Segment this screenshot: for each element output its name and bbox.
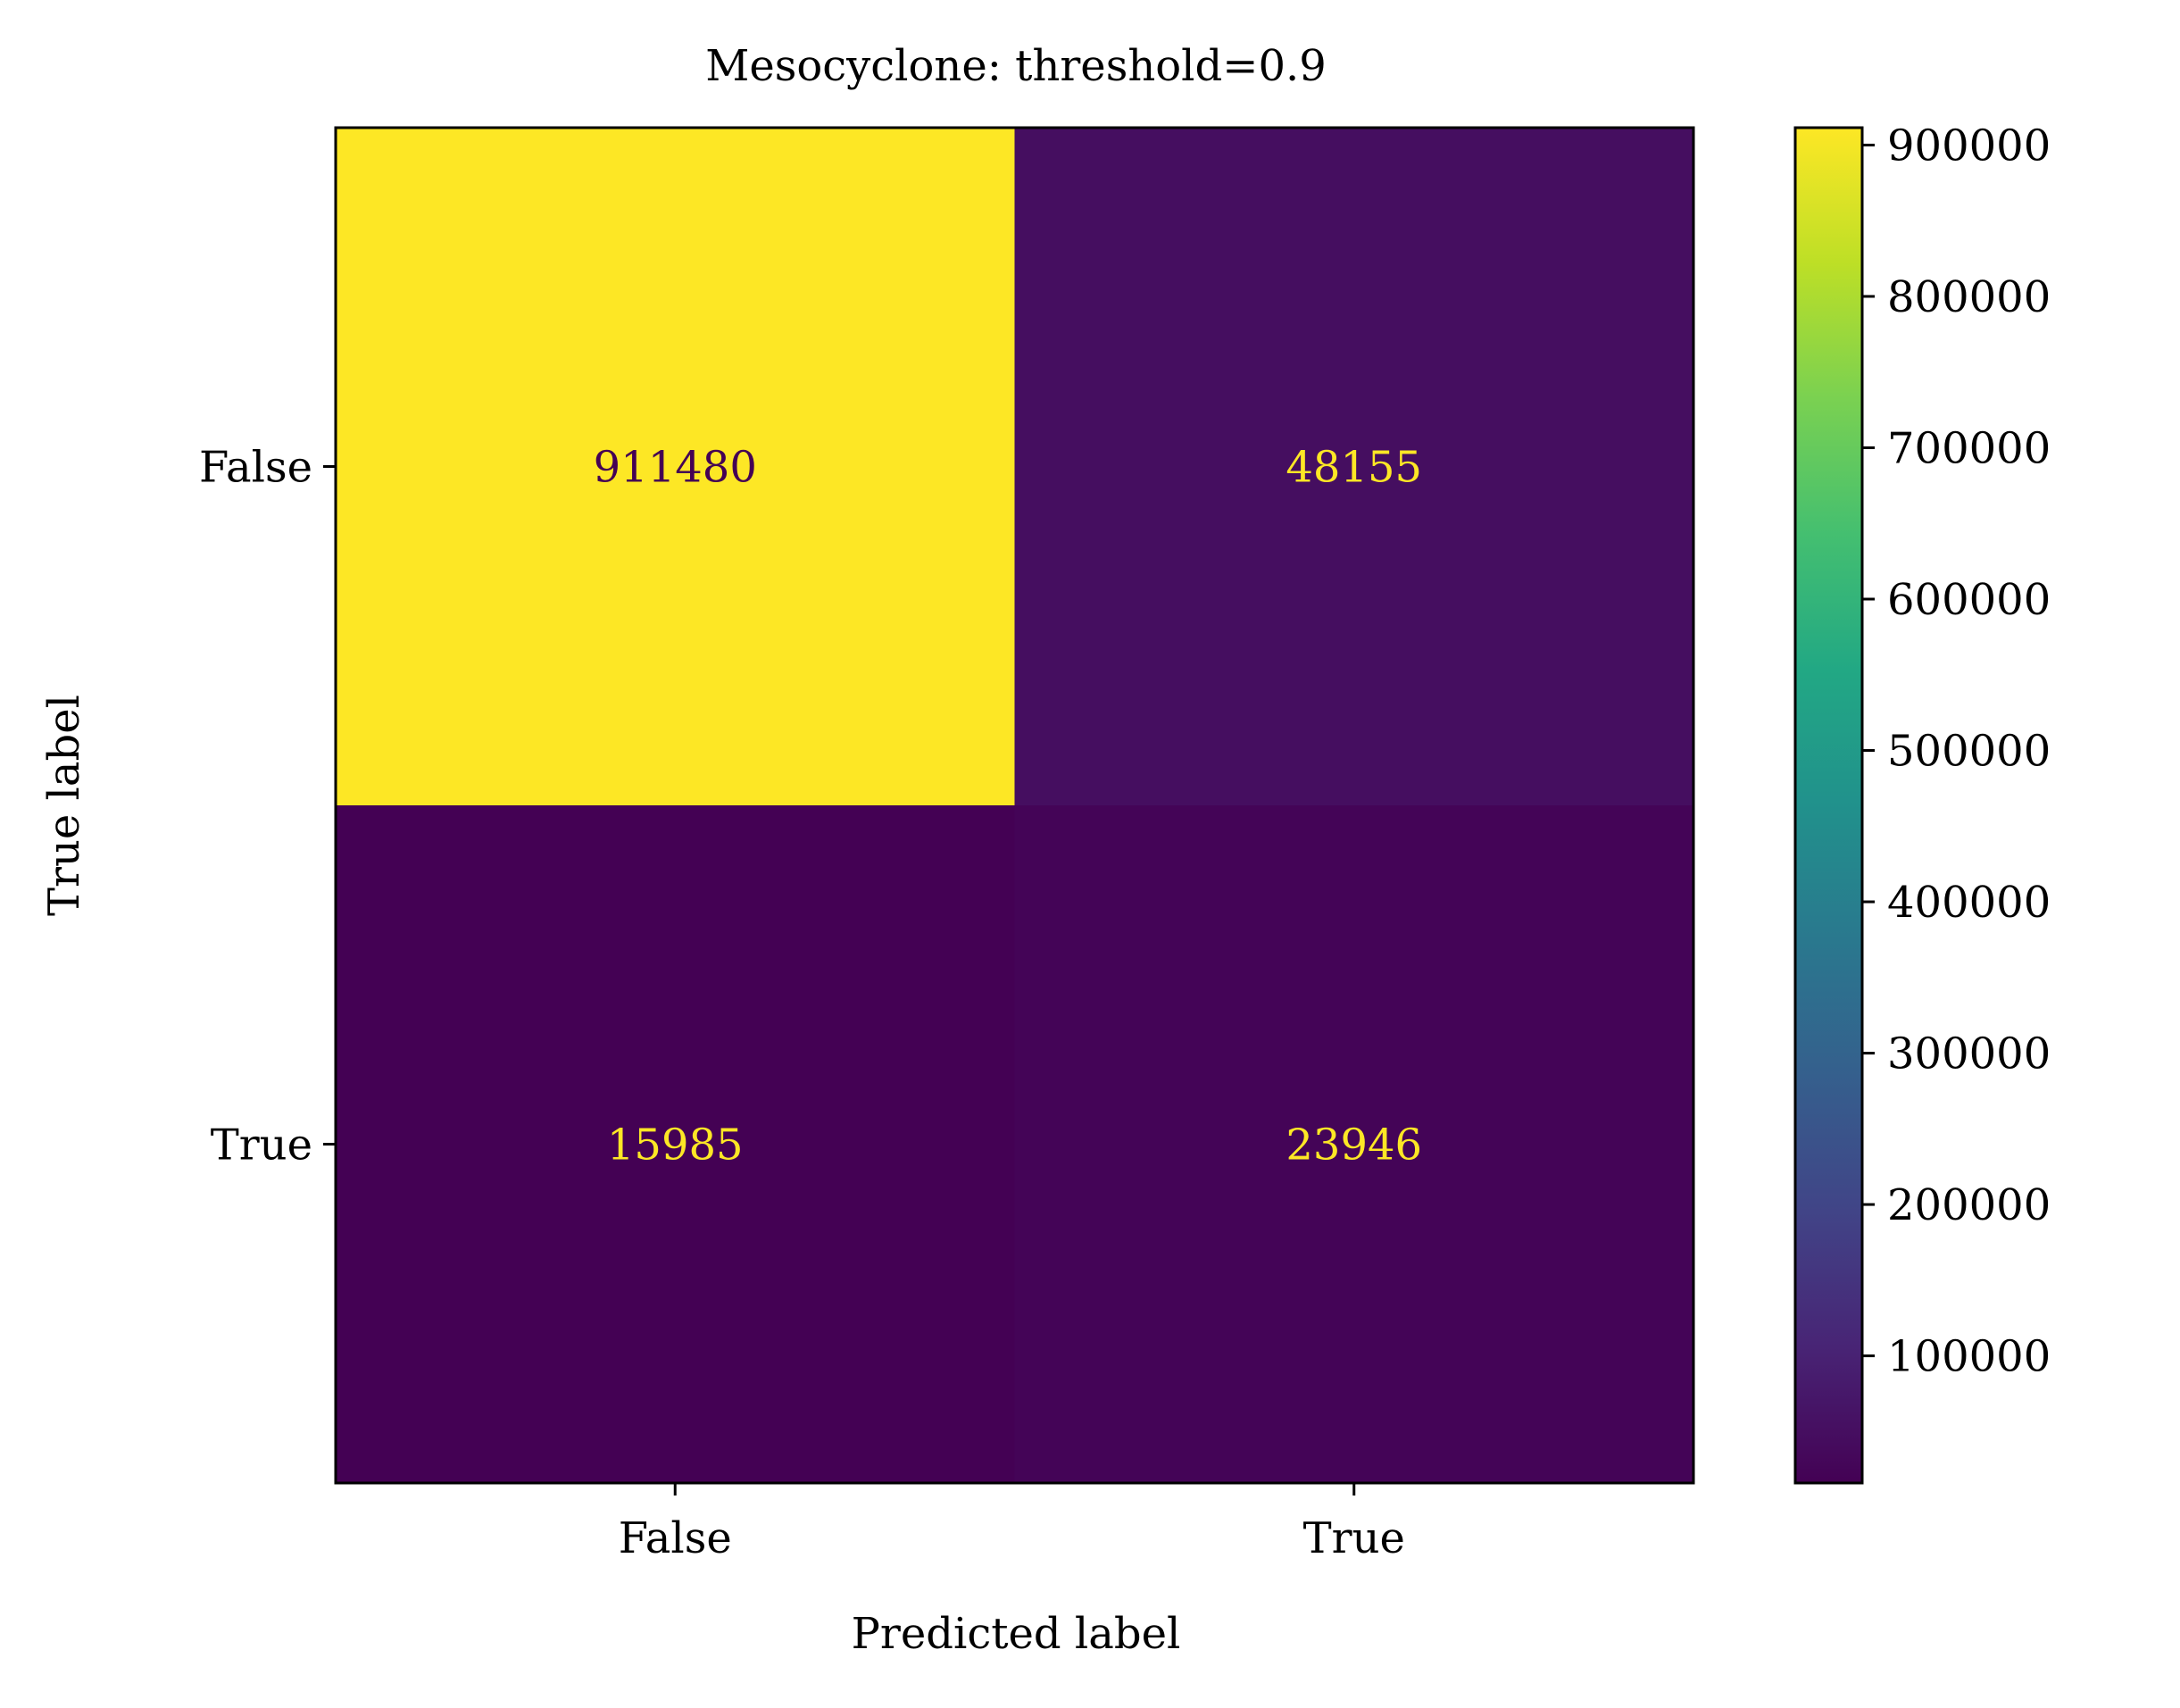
x-axis-ticks: False True: [619, 1483, 1405, 1563]
colorbar-tick-label: 100000: [1887, 1332, 2051, 1382]
colorbar-tick-label: 600000: [1887, 575, 2051, 625]
matrix-cell-0-0: [336, 128, 1015, 806]
matrix-cell-0-1: [1014, 128, 1694, 806]
colorbar-ticks: 100000 200000 300000 400000 500000 600000 7000…: [1862, 121, 2051, 1382]
colorbar-tick-label: 500000: [1887, 727, 2051, 777]
y-axis-ticks: False True: [199, 443, 336, 1171]
y-axis-label: True label: [39, 695, 89, 916]
colorbar-tick-label: 400000: [1887, 878, 2051, 928]
matrix-cells: [336, 128, 1694, 1484]
colorbar-tick-label: 800000: [1887, 272, 2051, 322]
cell-value-label-0-1: 48155: [1286, 443, 1422, 493]
matrix-cell-1-1: [1014, 805, 1694, 1484]
colorbar: [1793, 126, 1864, 1485]
colorbar-tick-label: 700000: [1887, 423, 2051, 473]
y-tick-label-false: False: [199, 443, 312, 493]
colorbar-tick-label: 200000: [1887, 1180, 2051, 1230]
plot-frame: [334, 126, 1695, 1485]
cell-value-label-1-0: 15985: [607, 1121, 744, 1171]
x-axis-label: Predicted label: [852, 1609, 1181, 1659]
y-tick-label-true: True: [211, 1121, 312, 1171]
colorbar-tick-label: 900000: [1887, 121, 2051, 171]
cell-value-label-1-1: 23946: [1286, 1121, 1422, 1171]
chart-title: Mesocyclone: threshold=0.9: [705, 41, 1327, 91]
matrix-cell-1-0: [336, 805, 1015, 1484]
matrix-cell-labels: 911480 48155 15985 23946: [594, 443, 1422, 1171]
x-tick-label-false: False: [619, 1513, 732, 1563]
x-tick-label-true: True: [1303, 1513, 1405, 1563]
cell-value-label-0-0: 911480: [594, 443, 757, 493]
colorbar-tick-label: 300000: [1887, 1029, 2051, 1079]
